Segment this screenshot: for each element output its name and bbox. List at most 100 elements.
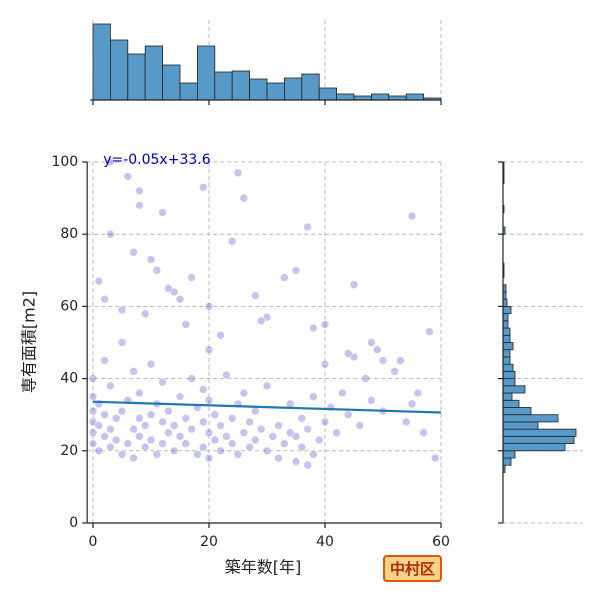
x-tick-label: 0 — [89, 534, 98, 550]
point — [88, 428, 98, 438]
x-tick-label: 20 — [200, 534, 218, 550]
y-tick-label: 40 — [60, 371, 78, 387]
hist-bar — [144, 45, 163, 101]
point — [425, 327, 434, 336]
hist-bar — [214, 71, 233, 101]
point — [158, 208, 167, 217]
point — [152, 450, 162, 459]
point — [140, 309, 150, 318]
point — [372, 345, 382, 355]
point — [280, 273, 289, 282]
point — [169, 446, 179, 456]
point — [135, 388, 144, 398]
point — [129, 247, 138, 257]
point — [164, 284, 173, 293]
point — [181, 414, 191, 423]
point — [187, 424, 196, 434]
point — [314, 435, 324, 445]
point — [413, 388, 423, 398]
hist-bar — [502, 370, 516, 380]
point — [129, 367, 138, 376]
point — [146, 410, 156, 420]
hist-bar — [231, 70, 250, 101]
hist-bar — [196, 45, 216, 101]
hist-bar — [502, 305, 512, 315]
point — [222, 432, 231, 441]
hist-bar — [502, 327, 511, 336]
point — [123, 172, 133, 181]
point — [106, 229, 115, 239]
fit-label: y=-0.05x+33.6 — [103, 152, 211, 168]
point — [309, 392, 318, 401]
y-tick-label: 20 — [60, 443, 78, 459]
hist-bar — [162, 64, 181, 101]
hist-bar — [502, 428, 577, 437]
hist-bar — [301, 73, 320, 101]
point — [135, 414, 144, 423]
point — [198, 417, 208, 427]
hist-bar — [502, 342, 514, 351]
point — [123, 439, 133, 448]
point — [135, 201, 144, 210]
point — [227, 439, 237, 448]
point — [251, 406, 260, 416]
point — [251, 291, 260, 300]
point — [291, 265, 301, 275]
point — [187, 273, 196, 282]
hist-bar — [283, 77, 303, 101]
point — [297, 442, 307, 452]
point — [251, 435, 260, 445]
y-axis-label: 専有面積[m2] — [20, 291, 39, 393]
y-tick-label: 100 — [51, 154, 78, 170]
point — [430, 453, 440, 463]
point — [106, 157, 115, 167]
point — [158, 417, 167, 427]
point — [419, 428, 428, 438]
point — [135, 432, 144, 441]
point — [338, 388, 347, 398]
hist-bar — [502, 435, 575, 444]
point — [88, 439, 98, 448]
point — [343, 349, 353, 358]
point — [262, 381, 272, 391]
point — [216, 421, 225, 430]
hist-bar — [502, 407, 532, 416]
hist-bar — [502, 392, 513, 401]
point — [239, 428, 249, 438]
point — [297, 414, 307, 423]
point — [111, 414, 121, 423]
hist-bar — [502, 399, 520, 408]
point — [198, 385, 208, 394]
point — [146, 435, 156, 445]
point — [117, 305, 127, 315]
point — [175, 432, 185, 441]
point — [320, 417, 330, 427]
hist-bar — [502, 378, 516, 387]
point — [175, 294, 185, 304]
y-tick-label: 80 — [60, 226, 78, 242]
point — [303, 424, 312, 434]
hist-bar — [502, 313, 509, 322]
point — [152, 265, 162, 275]
point — [367, 338, 376, 347]
hist-bar — [318, 87, 338, 101]
point — [343, 410, 353, 420]
x-axis-label: 築年数[年] — [225, 558, 302, 577]
point — [303, 222, 312, 232]
hist-bar — [502, 349, 511, 358]
point — [390, 367, 399, 376]
point — [274, 421, 283, 430]
point — [193, 450, 202, 459]
point — [204, 453, 214, 463]
point — [100, 432, 109, 441]
point — [256, 424, 266, 434]
ward-badge: 中村区 — [383, 555, 443, 582]
fit-line — [92, 400, 442, 414]
point — [407, 211, 417, 221]
point — [106, 381, 115, 391]
hist-bar — [127, 53, 146, 101]
point — [106, 442, 115, 452]
point — [198, 182, 208, 192]
point — [164, 406, 173, 416]
